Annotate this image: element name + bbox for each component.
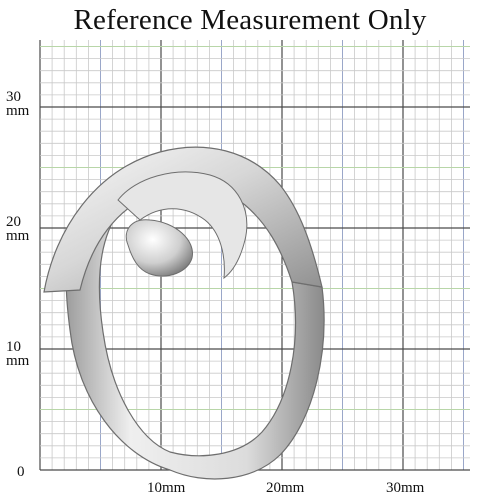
x-label-20mm: 20mm: [266, 480, 305, 496]
y-label-10: 10 mm: [6, 339, 30, 369]
ring-image: [43, 146, 325, 480]
y-label-0: 0: [17, 464, 25, 480]
page-title: Reference Measurement Only: [73, 4, 427, 36]
x-label-30mm: 30mm: [386, 480, 425, 496]
y-label-30: 30 mm: [6, 89, 30, 119]
x-label-10mm: 10mm: [147, 480, 186, 496]
ring-center-bulb: [125, 219, 193, 277]
ring-inner-curl: [117, 171, 248, 280]
y-label-20: 20 mm: [6, 214, 30, 244]
